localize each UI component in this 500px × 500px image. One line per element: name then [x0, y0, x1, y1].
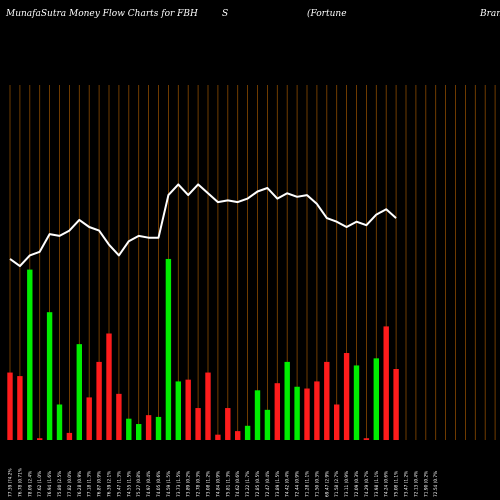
x-tick-label: 71.90 (0.2% [423, 471, 429, 497]
money-flow-bar [175, 381, 181, 440]
x-tick-label: 73.98 (1.1% [374, 471, 380, 497]
money-flow-bar [215, 434, 221, 440]
x-tick-label: 75.47 (1.3% [116, 471, 122, 497]
x-tick-label: 71.50 (0.3% [314, 471, 320, 497]
x-tick-label: 76.39 (2.1% [107, 471, 113, 497]
money-flow-bar [244, 425, 251, 440]
x-tick-label: 74.42 (0.4% [285, 471, 291, 497]
money-flow-bar [106, 333, 112, 440]
money-flow-bar [294, 386, 300, 440]
x-tick-label: 73.22 (1.7% [245, 471, 251, 497]
money-flow-bar [284, 361, 290, 440]
money-flow-bar [27, 269, 33, 440]
chart-title: MunafaSutra Money Flow Charts for FBH S … [5, 8, 500, 19]
title-part-2: S [222, 9, 228, 19]
money-flow-bar [46, 312, 53, 440]
money-flow-bar [86, 397, 92, 440]
x-tick-label: 76.78 (0.71% [17, 468, 23, 497]
money-flow-bar [254, 390, 261, 440]
money-flow-bar [155, 416, 162, 440]
x-tick-label: 75.81 (1.3% [225, 471, 231, 497]
x-tick-label: 77.82 (0.0% [67, 471, 73, 497]
x-tick-label: 72.09 (0.3% [354, 471, 360, 497]
x-tick-label: 76.87 (0.9% [97, 471, 103, 497]
money-flow-bar [314, 381, 320, 440]
money-flow-bar [205, 372, 211, 440]
money-flow-bar [195, 408, 201, 440]
x-tick-label: 73.47 (1.2% [404, 471, 410, 497]
money-flow-bar [363, 438, 370, 440]
money-flow-bar [353, 365, 360, 440]
x-tick-label: 78.09 (2.4% [27, 471, 33, 497]
money-flow-bar [343, 353, 350, 440]
price-line [9, 183, 397, 268]
x-tick-label: 73.08 (1.2% [206, 471, 212, 497]
money-flow-bar [304, 388, 310, 440]
x-tick-label: 72.44 (0.9% [295, 471, 301, 497]
x-tick-label: 73.11 (0.9% [344, 471, 350, 497]
x-tick-label: 73.89 (0.2% [186, 471, 192, 497]
money-flow-bar [393, 369, 399, 440]
x-tick-label: 77.62 (1.0% [37, 471, 43, 497]
x-tick-label: 75.80 (2.5% [57, 471, 63, 497]
x-tick-label: 72.47 (0.4% [265, 471, 271, 497]
money-flow-bar [76, 344, 82, 440]
x-tick-label: 74.84 (0.9% [215, 471, 221, 497]
x-tick-label: 74.59 (1.5% [166, 471, 172, 497]
money-flow-bar [334, 404, 340, 440]
x-tick-label: 74.97 (0.4% [146, 471, 152, 497]
price-line-path [9, 183, 397, 268]
vertical-grid [9, 85, 496, 440]
money-flow-bar [264, 409, 271, 440]
x-axis-tick-labels: 77.39 (?4.2% 76.78 (0.71% 78.09 (2.4% 77.62… [8, 468, 440, 497]
x-tick-label: 72.54 (0.7% [433, 471, 439, 497]
money-flow-bar [274, 383, 280, 440]
title-part-1: MunafaSutra Money Flow Charts for FBH [5, 9, 198, 19]
money-flow-bar [373, 358, 379, 440]
x-tick-label: 76.28 (0.9% [77, 471, 83, 497]
money-flow-bar [116, 393, 122, 440]
x-tick-label: 77.39 (?4.2% [8, 468, 14, 497]
x-tick-label: 74.24 (0.6% [384, 471, 390, 497]
money-flow-bar [383, 326, 389, 440]
x-tick-label: 72.13 (0.4% [413, 471, 419, 497]
x-tick-label: 69.47 (2.9% [324, 471, 330, 497]
money-flow-bar [136, 424, 142, 440]
x-tick-label: 75.08 (1.1% [394, 471, 400, 497]
title-part-3: (Fortune [307, 8, 347, 19]
money-flow-bar [96, 361, 102, 440]
x-tick-label: 75.27 (0.8% [136, 471, 142, 497]
money-flow-bar [185, 379, 191, 440]
money-flow-bar [235, 431, 241, 440]
x-tick-label: 73.89 (1.5% [275, 471, 281, 497]
x-tick-label: 72.85 (0.5% [255, 471, 261, 497]
x-tick-label: 71.28 (1.1% [305, 471, 311, 497]
x-tick-label: 74.05 (0.6% [156, 471, 162, 497]
money-flow-bars [7, 258, 399, 440]
x-tick-label: 76.94 (1.6% [47, 471, 53, 497]
money-flow-bar [145, 415, 152, 440]
x-tick-label: 73.73 (1.5% [176, 471, 182, 497]
money-flow-bar [37, 438, 43, 440]
x-tick-label: 74.29 (0.7% [364, 471, 370, 497]
x-tick-label: 74.55 (1.5% [126, 471, 132, 497]
money-flow-bar [165, 258, 172, 440]
x-tick-label: 72.78 (0.3% [196, 471, 202, 497]
money-flow-bar [126, 418, 132, 440]
x-tick-label: 77.18 (1.3% [87, 471, 93, 497]
money-flow-bar [56, 404, 63, 440]
x-tick-label: 71.58 (2.7% [334, 471, 340, 497]
money-flow-bar [66, 432, 73, 440]
money-flow-bar [7, 372, 13, 440]
x-tick-label: 74.62 (0.6% [235, 471, 241, 497]
money-flow-bar [225, 408, 231, 440]
money-flow-bar [17, 376, 23, 440]
money-flow-bar [324, 361, 330, 440]
title-part-4: Brands [479, 9, 500, 19]
